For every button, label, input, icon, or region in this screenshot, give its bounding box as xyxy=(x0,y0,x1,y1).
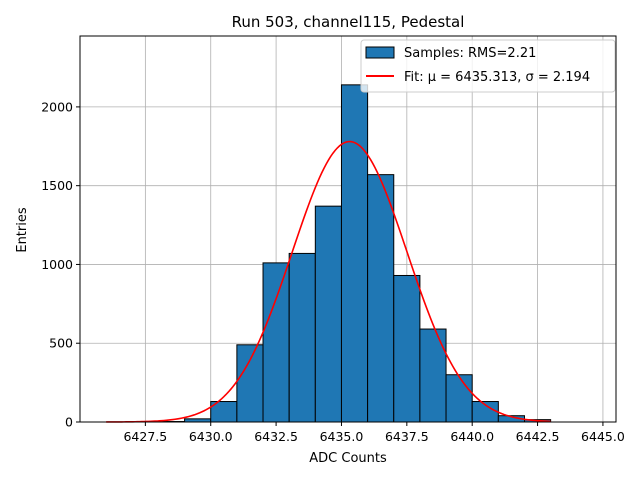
y-tick-label-3: 1500 xyxy=(41,178,73,193)
histogram-bar-12 xyxy=(445,374,473,423)
histogram-bar-4 xyxy=(236,344,264,423)
histogram-bar-6 xyxy=(288,252,316,423)
x-tick-label-6: 6442.5 xyxy=(516,429,560,444)
y-tick-label-4: 2000 xyxy=(41,99,73,114)
histogram-bar-9 xyxy=(367,174,395,423)
plot-frame xyxy=(79,35,617,423)
legend: Samples: RMS=2.21 Fit: μ = 6435.313, σ =… xyxy=(360,39,616,93)
y-tick-label-1: 500 xyxy=(49,336,73,351)
legend-samples-swatch xyxy=(365,46,395,59)
y-tick-label-0: 0 xyxy=(65,415,73,430)
y-axis-ticks: 0 500 1000 1500 2000 xyxy=(41,99,80,430)
y-tick-label-2: 1000 xyxy=(41,257,73,272)
x-tick-label-5: 6440.0 xyxy=(450,429,494,444)
legend-samples-label: Samples: RMS=2.21 xyxy=(404,46,536,61)
histogram-bar-8 xyxy=(340,84,369,423)
histogram-bars xyxy=(131,84,552,423)
legend-fit-label: Fit: μ = 6435.313, σ = 2.194 xyxy=(404,70,590,85)
x-axis-label: ADC Counts xyxy=(309,451,387,466)
gaussian-fit-curve xyxy=(106,140,551,423)
histogram-bar-5 xyxy=(262,262,290,423)
x-tick-label-2: 6432.5 xyxy=(254,429,298,444)
y-axis-label: Entries xyxy=(15,207,30,253)
x-axis-ticks: 6427.5 6430.0 6432.5 6435.0 6437.5 6440.0 6442… xyxy=(123,422,625,444)
x-tick-label-3: 6435.0 xyxy=(320,429,364,444)
x-tick-label-1: 6430.0 xyxy=(189,429,233,444)
histogram-bar-10 xyxy=(393,274,421,423)
x-tick-label-4: 6437.5 xyxy=(385,429,429,444)
fit-curve-layer xyxy=(106,140,551,423)
chart-title: Run 503, channel115, Pedestal xyxy=(232,13,465,31)
legend-box xyxy=(360,39,616,93)
x-tick-label-7: 6445.0 xyxy=(581,429,625,444)
histogram-bar-7 xyxy=(314,205,342,423)
histogram-bar-11 xyxy=(419,328,447,423)
x-tick-label-0: 6427.5 xyxy=(123,429,167,444)
